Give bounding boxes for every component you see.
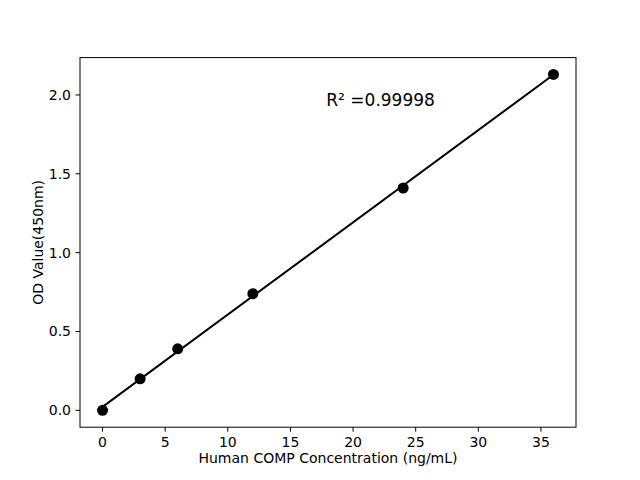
standard-curve-chart: 0 5 10 15 20 25 30 35 0.0 0.5 1.0 1.5 2.0 Human COMP … bbox=[0, 0, 640, 480]
x-tick-label: 10 bbox=[219, 434, 237, 450]
y-tick-label: 1.5 bbox=[49, 166, 71, 182]
data-point bbox=[97, 405, 108, 416]
y-tick-label: 2.0 bbox=[49, 87, 71, 103]
figure-background bbox=[0, 0, 640, 480]
y-tick-label: 0.5 bbox=[49, 323, 71, 339]
data-point bbox=[172, 343, 183, 354]
x-tick-label: 5 bbox=[161, 434, 170, 450]
data-point bbox=[398, 183, 409, 194]
r-squared-annotation: R² =0.99998 bbox=[326, 90, 435, 110]
x-tick-label: 0 bbox=[98, 434, 107, 450]
data-point bbox=[247, 288, 258, 299]
x-tick-label: 35 bbox=[532, 434, 550, 450]
x-axis-label: Human COMP Concentration (ng/mL) bbox=[198, 450, 457, 466]
data-point bbox=[548, 69, 559, 80]
x-tick-label: 20 bbox=[344, 434, 362, 450]
x-tick-label: 25 bbox=[407, 434, 425, 450]
y-tick-label: 0.0 bbox=[49, 402, 71, 418]
standard-curve-figure: 0 5 10 15 20 25 30 35 0.0 0.5 1.0 1.5 2.0 Human COMP … bbox=[0, 0, 640, 480]
y-axis-label: OD Value(450nm) bbox=[30, 180, 46, 305]
x-tick-label: 15 bbox=[282, 434, 300, 450]
x-tick-label: 30 bbox=[469, 434, 487, 450]
data-point bbox=[135, 373, 146, 384]
y-tick-label: 1.0 bbox=[49, 245, 71, 261]
